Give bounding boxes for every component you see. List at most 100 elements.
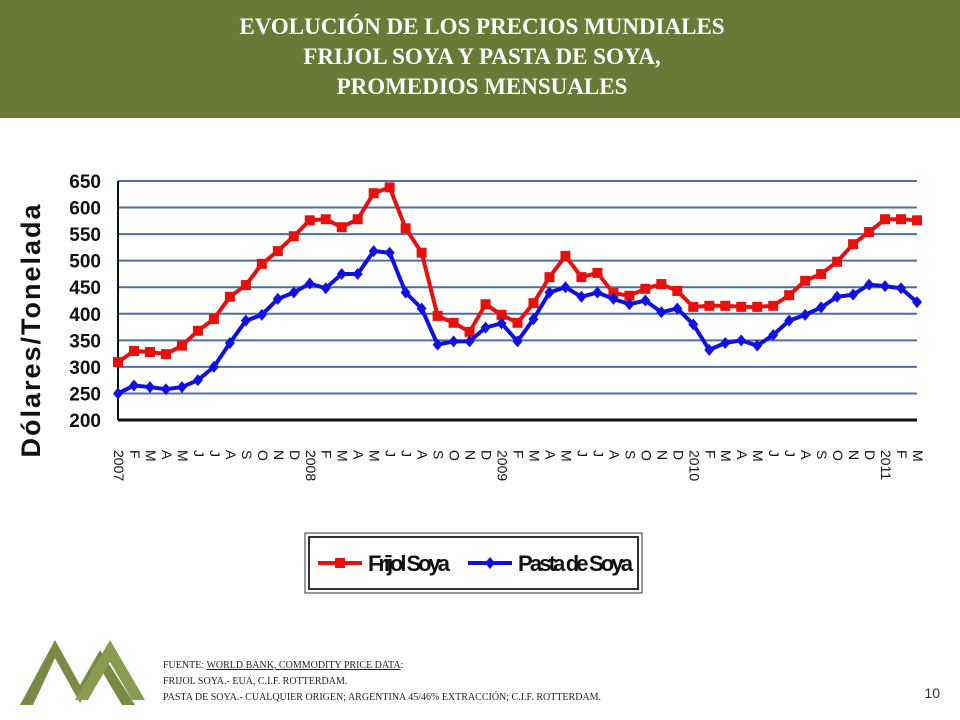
- point: [912, 296, 922, 309]
- x-tick-label: O: [447, 450, 463, 461]
- point: [784, 314, 795, 327]
- point: [512, 335, 523, 348]
- x-tick-label: J: [782, 450, 798, 457]
- point: [592, 267, 603, 278]
- x-tick-label: M: [750, 450, 766, 462]
- x-tick-label: A: [415, 450, 431, 460]
- point: [384, 182, 395, 193]
- x-tick-label: O: [830, 450, 846, 461]
- x-tick-label: J: [574, 450, 590, 457]
- y-tick-label: 200: [69, 411, 101, 432]
- point: [160, 349, 171, 360]
- x-tick-label: D: [479, 450, 495, 460]
- point: [912, 215, 922, 226]
- point: [288, 231, 299, 242]
- point: [832, 290, 843, 303]
- point: [288, 286, 299, 299]
- point: [800, 275, 811, 286]
- point: [752, 301, 763, 312]
- x-tick-label: A: [542, 450, 558, 460]
- point: [416, 247, 427, 258]
- point: [192, 325, 203, 336]
- x-tick-label: A: [734, 450, 750, 460]
- point: [272, 292, 283, 305]
- point: [352, 267, 363, 280]
- point: [400, 286, 411, 299]
- x-tick-label: M: [175, 450, 191, 462]
- point: [528, 298, 539, 309]
- x-tick-label: M: [367, 450, 383, 462]
- x-tick-label: S: [431, 450, 447, 459]
- point: [144, 347, 155, 358]
- point: [240, 280, 251, 291]
- x-tick-label: D: [862, 450, 878, 460]
- x-tick-label: J: [399, 450, 415, 457]
- point: [864, 278, 875, 291]
- point: [512, 317, 523, 328]
- point: [224, 336, 235, 349]
- point: [113, 357, 123, 368]
- point: [352, 214, 363, 225]
- x-tick-label: D: [670, 450, 686, 460]
- point: [113, 387, 123, 400]
- point: [544, 286, 555, 299]
- y-tick-label: 300: [69, 358, 101, 379]
- x-tick-label: N: [463, 450, 479, 460]
- point: [896, 214, 907, 225]
- point: [560, 281, 571, 294]
- point: [432, 310, 443, 321]
- point: [688, 301, 699, 312]
- y-axis-label: Dólares/Tonelada: [16, 202, 46, 457]
- point: [816, 268, 827, 279]
- point: [480, 299, 491, 310]
- point: [896, 282, 907, 295]
- point: [704, 300, 715, 311]
- x-tick-label: A: [351, 450, 367, 460]
- source-prefix: FUENTE:: [163, 660, 204, 671]
- x-tick-label: J: [590, 450, 606, 457]
- x-tick-label: N: [846, 450, 862, 460]
- point: [448, 335, 459, 348]
- x-tick-label: J: [191, 450, 207, 457]
- point: [384, 246, 395, 259]
- x-tick-label: J: [207, 450, 223, 457]
- point: [704, 343, 715, 356]
- point: [448, 317, 459, 328]
- x-tick-label: F: [319, 450, 335, 459]
- point: [368, 245, 379, 258]
- x-tick-label: S: [622, 450, 638, 459]
- point: [400, 223, 411, 234]
- source: WORLD BANK, COMMODITY PRICE DATA: [206, 660, 401, 671]
- x-tick-label: M: [143, 450, 159, 462]
- y-tick-label: 450: [69, 278, 101, 299]
- x-tick-label: A: [223, 450, 239, 460]
- legend-border: [308, 536, 639, 590]
- point: [672, 302, 683, 315]
- point: [768, 329, 779, 342]
- point: [736, 301, 747, 312]
- point: [528, 313, 539, 326]
- x-tick-label: M: [335, 450, 351, 462]
- y-tick-label: 500: [69, 252, 101, 273]
- point: [768, 300, 779, 311]
- x-tick-label: F: [702, 450, 718, 459]
- title-line: EVOLUCIÓN DE LOS PRECIOS MUNDIALES: [239, 13, 724, 39]
- point: [272, 246, 283, 257]
- point: [176, 340, 187, 351]
- point: [784, 290, 795, 301]
- legend-label: Frijol Soya: [368, 551, 451, 576]
- point: [720, 300, 731, 311]
- x-tick-label: F: [894, 450, 910, 459]
- point: [240, 314, 251, 327]
- header-band: [0, 0, 960, 118]
- x-tick-label: 2010: [686, 450, 702, 481]
- x-tick-label: M: [526, 450, 542, 462]
- page-number: 10: [924, 685, 940, 701]
- point: [576, 272, 587, 283]
- point: [320, 282, 331, 295]
- x-tick-label: F: [127, 450, 143, 459]
- point: [832, 256, 843, 267]
- legend-label: Pasta de Soya: [518, 551, 634, 576]
- x-tick-label: A: [159, 450, 175, 460]
